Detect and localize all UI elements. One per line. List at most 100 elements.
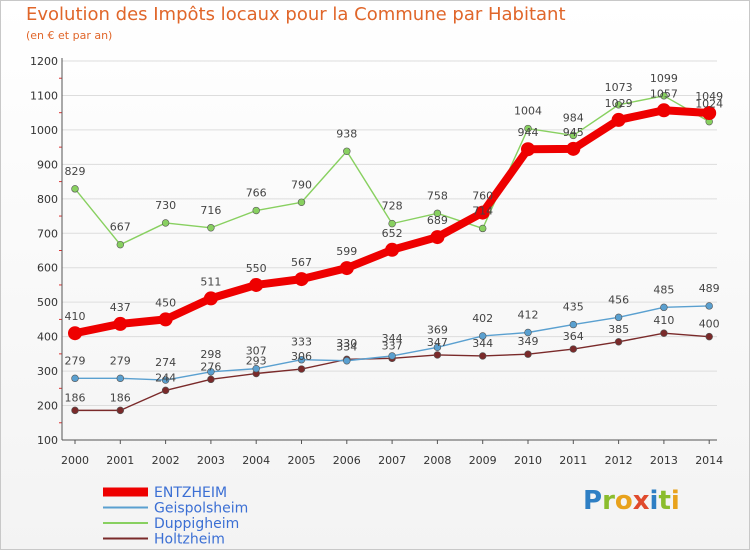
data-point [252,206,260,215]
data-point [705,332,713,341]
data-label: 945 [563,126,584,139]
data-label: 347 [427,336,448,349]
data-label: 550 [246,262,267,275]
y-tick-label: 400 [37,331,58,344]
data-point [297,198,306,206]
data-point [207,368,215,376]
data-label: 567 [291,256,312,269]
x-tick-label: 2007 [378,454,406,467]
axis-layer: 100 200 300 400 500 600 700 800 900 1000 1100 1200 2… [30,55,723,467]
x-tick-label: 2001 [106,454,134,467]
data-point [343,357,351,365]
data-point [475,205,490,220]
data-label: 716 [200,204,221,217]
data-label: 728 [382,200,403,213]
x-tick-label: 2008 [423,454,451,467]
y-tick-label: 500 [37,296,58,309]
data-point [388,352,396,360]
data-label: 689 [427,214,448,227]
data-point [158,312,173,327]
series-layer [68,92,717,415]
proxiti-logo: Proxiti [583,486,680,516]
x-tick-label: 2002 [152,454,180,467]
x-tick-label: 2014 [695,454,723,467]
data-label: 485 [653,283,674,296]
legend-label-holtzheim: Holtzheim [154,532,225,548]
x-tick-label: 2006 [333,454,361,467]
data-point [705,302,713,310]
x-tick-label: 2004 [242,454,270,467]
data-point [433,343,442,352]
data-label: 306 [291,350,312,363]
data-label: 274 [155,356,176,369]
data-point [479,224,487,233]
data-label: 349 [518,335,539,348]
y-tick-label: 700 [37,227,58,240]
data-label: 730 [155,199,176,212]
data-point [569,131,577,140]
data-point [385,242,400,257]
x-tick-label: 2011 [559,454,587,467]
data-label: 337 [382,339,403,352]
y-tick-label: 1200 [30,55,58,68]
data-point [660,329,668,337]
data-point [433,351,442,359]
data-point [524,124,532,133]
data-point [614,313,623,322]
y-tick-label: 200 [37,400,58,413]
data-label: 385 [608,323,629,336]
data-label: 333 [291,336,312,349]
data-point [207,375,215,384]
data-label: 410 [65,310,86,323]
data-point [479,332,487,340]
data-label: 279 [65,354,86,367]
y-tick-label: 100 [37,434,58,447]
data-label: 450 [155,296,176,309]
data-label: 344 [382,332,403,345]
data-point [116,406,125,415]
legend-label-entzheim: ENTZHEIM [154,485,227,501]
data-point [339,261,354,276]
data-point [569,345,577,353]
data-label: 369 [427,323,448,336]
data-point [207,224,215,232]
data-label: 330 [336,337,357,350]
data-label: 829 [65,165,86,178]
data-point [479,352,487,360]
logo-letter: i [670,486,680,516]
data-label: 307 [246,345,267,358]
data-point [521,142,535,157]
data-point [68,326,82,341]
data-point [116,240,125,249]
data-label: 364 [563,330,584,343]
data-point [569,320,577,329]
y-tick-label: 300 [37,365,58,378]
data-label: 437 [110,301,131,314]
data-label: 412 [518,309,539,322]
x-tick-label: 2013 [650,454,678,467]
data-label: 766 [246,187,267,200]
data-label-layer: 410 437 450 511 550 567 599 652 689 760 944 945 1029… [65,72,724,405]
data-point [203,291,218,306]
data-label: 790 [291,178,312,191]
data-label: 1057 [650,87,678,100]
data-label: 667 [110,221,131,234]
logo-letter: t [658,486,671,516]
data-label: 760 [472,190,493,203]
legend-label-geispolsheim: Geispolsheim [154,501,248,517]
data-label: 511 [200,275,221,288]
logo-letter: o [614,486,633,516]
data-point [161,219,170,227]
y-tick-label: 800 [37,193,58,206]
data-point [161,376,170,384]
data-point [249,277,264,292]
data-label: 186 [65,391,86,404]
data-point [297,356,306,364]
data-label: 410 [653,314,674,327]
x-tick-label: 2010 [514,454,542,467]
data-point [113,316,128,331]
logo-letter: r [602,486,615,516]
